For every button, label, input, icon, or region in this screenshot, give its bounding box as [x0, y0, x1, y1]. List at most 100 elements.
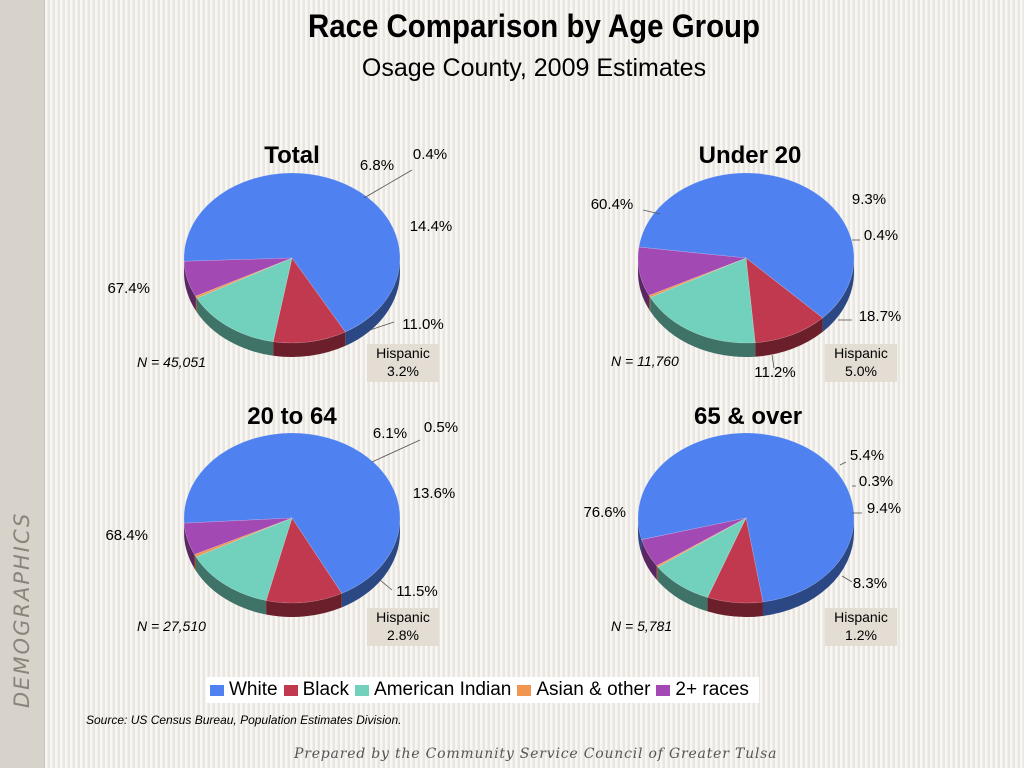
pie-side-american-indian	[657, 567, 708, 612]
data-label-white: 76.6%	[583, 504, 626, 521]
data-label-asian-and-other: 0.3%	[859, 473, 893, 490]
legend-swatch-american-indian	[355, 684, 370, 696]
pie-side-black	[707, 597, 763, 618]
pie-chart-65-and-over: 76.6% 8.3% 9.4% 0.3% 5.4% 65 & over N = 5,781 H…	[583, 403, 901, 646]
pie-title: 20 to 64	[247, 403, 337, 430]
pie-side-65-and-over	[638, 518, 854, 618]
pie-title: Under 20	[699, 142, 802, 169]
data-label-american-indian: 13.6%	[413, 485, 456, 502]
data-label-white: 67.4%	[107, 280, 150, 297]
hispanic-value: 5.0%	[845, 363, 877, 379]
legend-swatch-black	[283, 684, 298, 696]
legend-swatch-white	[210, 684, 224, 696]
pie-slice-asian-and-other	[648, 257, 747, 298]
hispanic-label: Hispanic	[376, 609, 430, 625]
data-label-2plus-races: 5.4%	[850, 447, 884, 464]
pie-slice-american-indian	[196, 257, 293, 343]
pie-slice-2plus-races	[641, 517, 747, 567]
pie-slice-white	[183, 432, 401, 594]
legend-label-black: Black	[302, 679, 350, 700]
pie-slice-black	[707, 517, 764, 604]
pie-slice-asian-and-other	[656, 517, 747, 568]
sample-size-label: N = 45,051	[137, 354, 206, 370]
hispanic-box	[825, 344, 897, 382]
leader-line-asian-and-other	[371, 439, 421, 463]
data-label-2plus-races: 9.3%	[852, 191, 886, 208]
source-note: Source: US Census Bureau, Population Est…	[86, 713, 402, 727]
pie-slice-asian-and-other	[194, 517, 293, 558]
sample-size-label: N = 5,781	[611, 618, 672, 634]
legend-item-asian-other: Asian & other	[517, 679, 650, 701]
pie-side-2plus-races	[184, 523, 195, 569]
data-label-black: 11.5%	[396, 583, 437, 600]
pie-slice-white	[183, 172, 401, 333]
legend-label-american-indian: American Indian	[374, 679, 512, 700]
legend: White Black American Indian Asian & othe…	[206, 677, 759, 703]
legend-item-two-plus-races: 2+ races	[656, 679, 749, 701]
pie-slice-2plus-races	[183, 517, 293, 555]
data-label-asian-and-other: 0.4%	[864, 227, 898, 244]
hispanic-label: Hispanic	[376, 345, 430, 361]
pie-side-american-indian	[650, 297, 756, 357]
hispanic-value: 1.2%	[845, 627, 877, 643]
pie-side-total	[184, 258, 400, 358]
hispanic-value: 2.8%	[387, 627, 419, 643]
legend-item-black: Black	[283, 679, 350, 701]
pie-side-asian-and-other	[649, 295, 651, 312]
pie-side-2plus-races	[641, 539, 657, 580]
pie-side-black	[266, 593, 342, 618]
data-label-2plus-races: 6.1%	[373, 425, 407, 442]
sample-size-label: N = 11,760	[611, 353, 679, 369]
data-label-american-indian: 14.4%	[410, 218, 453, 235]
legend-item-american-indian: American Indian	[355, 679, 511, 701]
pie-side-under-20	[638, 258, 854, 357]
sample-size-label: N = 27,510	[137, 618, 206, 634]
leader-line-black	[369, 321, 395, 331]
legend-label-two-plus-races: 2+ races	[675, 679, 749, 700]
pie-chart-20-to-64: 68.4% 11.5% 13.6% 0.5% 6.1% 20 to 64 N = 27,51…	[105, 403, 458, 646]
leader-line-white	[642, 209, 661, 215]
hispanic-box	[825, 608, 897, 646]
data-label-white: 60.4%	[591, 196, 634, 213]
leader-line-black	[841, 575, 853, 583]
leader-line-black	[379, 579, 393, 591]
pie-slice-american-indian	[195, 517, 293, 601]
data-label-black: 8.3%	[853, 575, 887, 592]
pie-side-american-indian	[196, 298, 274, 356]
pie-side-asian-and-other	[195, 296, 197, 313]
pie-title: Total	[264, 142, 320, 169]
pie-side-white	[822, 258, 854, 332]
data-label-black: 11.0%	[402, 316, 443, 333]
pie-side-american-indian	[195, 556, 267, 615]
pie-chart-under-20: 60.4% 11.2% 18.7% 0.4% 9.3% Under 20 N = 11,76…	[591, 142, 902, 382]
leader-line-black	[771, 354, 775, 369]
legend-label-asian-other: Asian & other	[536, 679, 651, 700]
pie-side-white	[341, 518, 400, 608]
pie-slice-black	[265, 517, 343, 604]
pie-side-black	[755, 317, 823, 357]
pie-side-white	[638, 518, 642, 554]
pie-slice-asian-and-other	[195, 257, 293, 299]
legend-item-white: White	[210, 679, 278, 701]
hispanic-label: Hispanic	[834, 609, 888, 625]
chart-subtitle: Osage County, 2009 Estimates	[361, 54, 707, 82]
pie-slice-black	[272, 257, 346, 344]
leader-line-2plus-races	[839, 461, 847, 466]
pie-side-20-to-64	[184, 518, 400, 618]
pie-slice-2plus-races	[637, 246, 747, 296]
data-label-asian-and-other: 0.4%	[413, 146, 447, 163]
data-label-white: 68.4%	[105, 527, 148, 544]
data-label-american-indian: 18.7%	[859, 308, 902, 325]
legend-swatch-two-plus-races	[656, 684, 671, 696]
pie-side-black	[273, 331, 346, 358]
hispanic-box	[367, 344, 439, 382]
data-label-2plus-races: 6.8%	[360, 157, 394, 174]
hispanic-box	[367, 608, 439, 646]
legend-label-white: White	[229, 679, 278, 700]
pie-side-asian-and-other	[194, 554, 196, 571]
hispanic-value: 3.2%	[387, 363, 419, 379]
pie-side-2plus-races	[638, 258, 650, 310]
pie-slice-american-indian	[657, 517, 747, 598]
sidebar: DEMOGRAPHICS	[0, 0, 45, 768]
